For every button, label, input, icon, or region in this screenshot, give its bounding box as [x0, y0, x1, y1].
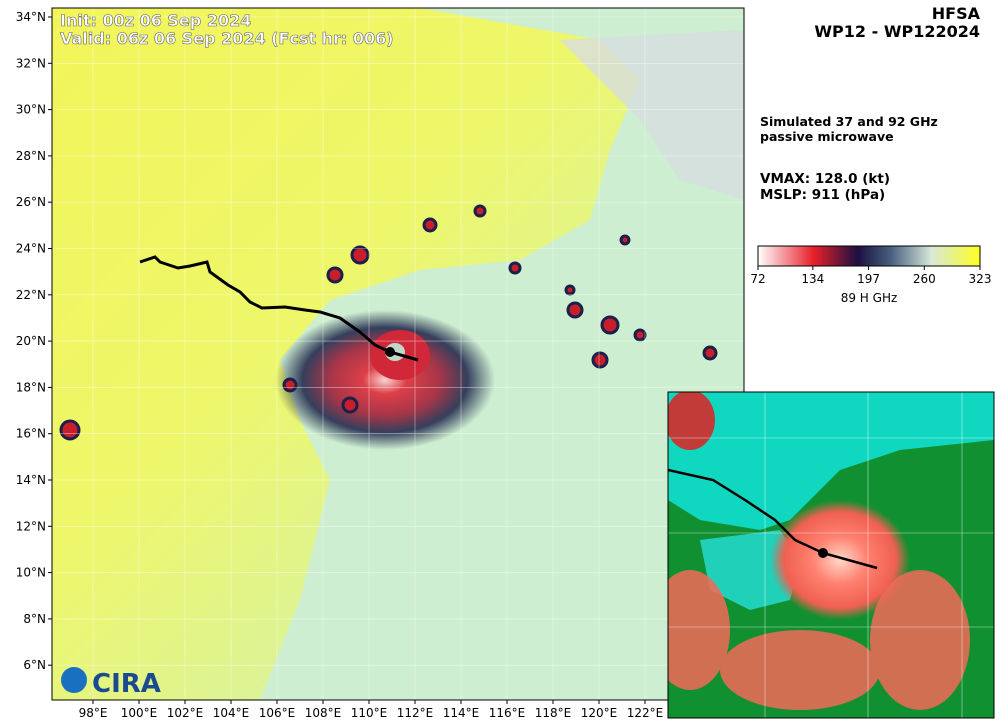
lat-tick-label: 24°N: [16, 242, 46, 256]
lat-tick-label: 18°N: [16, 380, 46, 394]
lon-tick-label: 122°E: [627, 706, 664, 720]
lon-tick-label: 106°E: [259, 706, 296, 720]
colorbar-tick-label: 134: [801, 272, 824, 286]
lon-tick-label: 100°E: [121, 706, 158, 720]
lat-tick-label: 10°N: [16, 566, 46, 580]
lon-tick-label: 102°E: [167, 706, 204, 720]
init-text: Init: 00z 06 Sep 2024: [60, 11, 251, 30]
lon-tick-label: 98°E: [79, 706, 108, 720]
lon-tick-label: 120°E: [581, 706, 618, 720]
lon-tick-label: 108°E: [305, 706, 342, 720]
colorbar-ticks: 72 134 197 260 323: [750, 266, 991, 286]
lon-tick-label: 114°E: [443, 706, 480, 720]
lat-tick-label: 6°N: [23, 658, 46, 672]
lon-tick-label: 116°E: [489, 706, 526, 720]
storm-id: WP12 - WP122024: [814, 22, 980, 41]
noaa-logo: [61, 667, 87, 693]
mslp: MSLP: 911 (hPa): [760, 187, 885, 203]
colorbar-tick-label: 323: [969, 272, 992, 286]
axes: 34°N 32°N 30°N 28°N 26°N 24°N 22°N 20°N 18°N 16°N…: [16, 10, 664, 720]
lon-tick-label: 118°E: [535, 706, 572, 720]
colorbar-tick-label: 260: [913, 272, 936, 286]
lat-tick-label: 16°N: [16, 427, 46, 441]
valid-text: Valid: 06z 06 Sep 2024 (Fcst hr: 006): [60, 29, 394, 48]
lat-tick-label: 34°N: [16, 10, 46, 24]
colorbar-tick-label: 72: [750, 272, 765, 286]
lat-tick-label: 32°N: [16, 56, 46, 70]
product-line: Simulated 37 and 92 GHz: [760, 114, 938, 129]
product-line: passive microwave: [760, 129, 894, 144]
model-name: HFSA: [932, 4, 981, 23]
lat-tick-label: 14°N: [16, 473, 46, 487]
vmax: VMAX: 128.0 (kt): [760, 171, 890, 187]
lon-tick-label: 112°E: [397, 706, 434, 720]
map-frame: [51, 7, 745, 701]
cira-logo: CIRA: [92, 669, 161, 699]
main-map: Init: 00z 06 Sep 2024 Valid: 06z 06 Sep …: [52, 8, 744, 700]
lat-tick-label: 28°N: [16, 149, 46, 163]
lat-tick-label: 30°N: [16, 103, 46, 117]
colorbar-label: 89 H GHz: [841, 291, 898, 305]
lat-tick-label: 8°N: [23, 612, 46, 626]
inset-map: [668, 392, 994, 718]
lat-tick-label: 12°N: [16, 519, 46, 533]
colorbar: [757, 245, 981, 267]
lat-tick-label: 26°N: [16, 195, 46, 209]
lon-tick-label: 104°E: [213, 706, 250, 720]
lat-tick-label: 20°N: [16, 334, 46, 348]
lat-tick-label: 22°N: [16, 288, 46, 302]
inset-frame: [667, 391, 995, 719]
lon-tick-label: 110°E: [351, 706, 388, 720]
colorbar-tick-label: 197: [857, 272, 880, 286]
